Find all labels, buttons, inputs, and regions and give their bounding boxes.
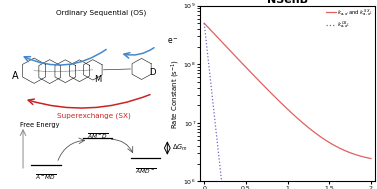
Text: $\overline{AMD^-}$: $\overline{AMD^-}$ bbox=[135, 167, 156, 176]
Text: A: A bbox=[11, 71, 18, 81]
Text: Superexchange (SX): Superexchange (SX) bbox=[57, 113, 131, 119]
Text: $\Delta G_m$: $\Delta G_m$ bbox=[172, 143, 188, 153]
Legend: $k_{a,d}$ and $k_{a,d}^{\,SX}$:, $k_{a,d}^{\,OS}$:: $k_{a,d}$ and $k_{a,d}^{\,SX}$:, $k_{a,d… bbox=[326, 7, 374, 31]
Y-axis label: Rate Constant (s$^{-1}$): Rate Constant (s$^{-1}$) bbox=[170, 58, 182, 129]
Text: $\overline{AM^-D}$: $\overline{AM^-D}$ bbox=[87, 131, 108, 141]
Text: e$^-$: e$^-$ bbox=[167, 36, 179, 46]
Text: Ordinary Sequential (OS): Ordinary Sequential (OS) bbox=[56, 9, 146, 16]
Text: D: D bbox=[149, 68, 156, 77]
Text: $\overline{A^-MD}$: $\overline{A^-MD}$ bbox=[35, 173, 57, 182]
Text: Free Energy: Free Energy bbox=[20, 122, 60, 128]
Title: NSenB: NSenB bbox=[267, 0, 308, 5]
Text: M: M bbox=[94, 75, 101, 84]
